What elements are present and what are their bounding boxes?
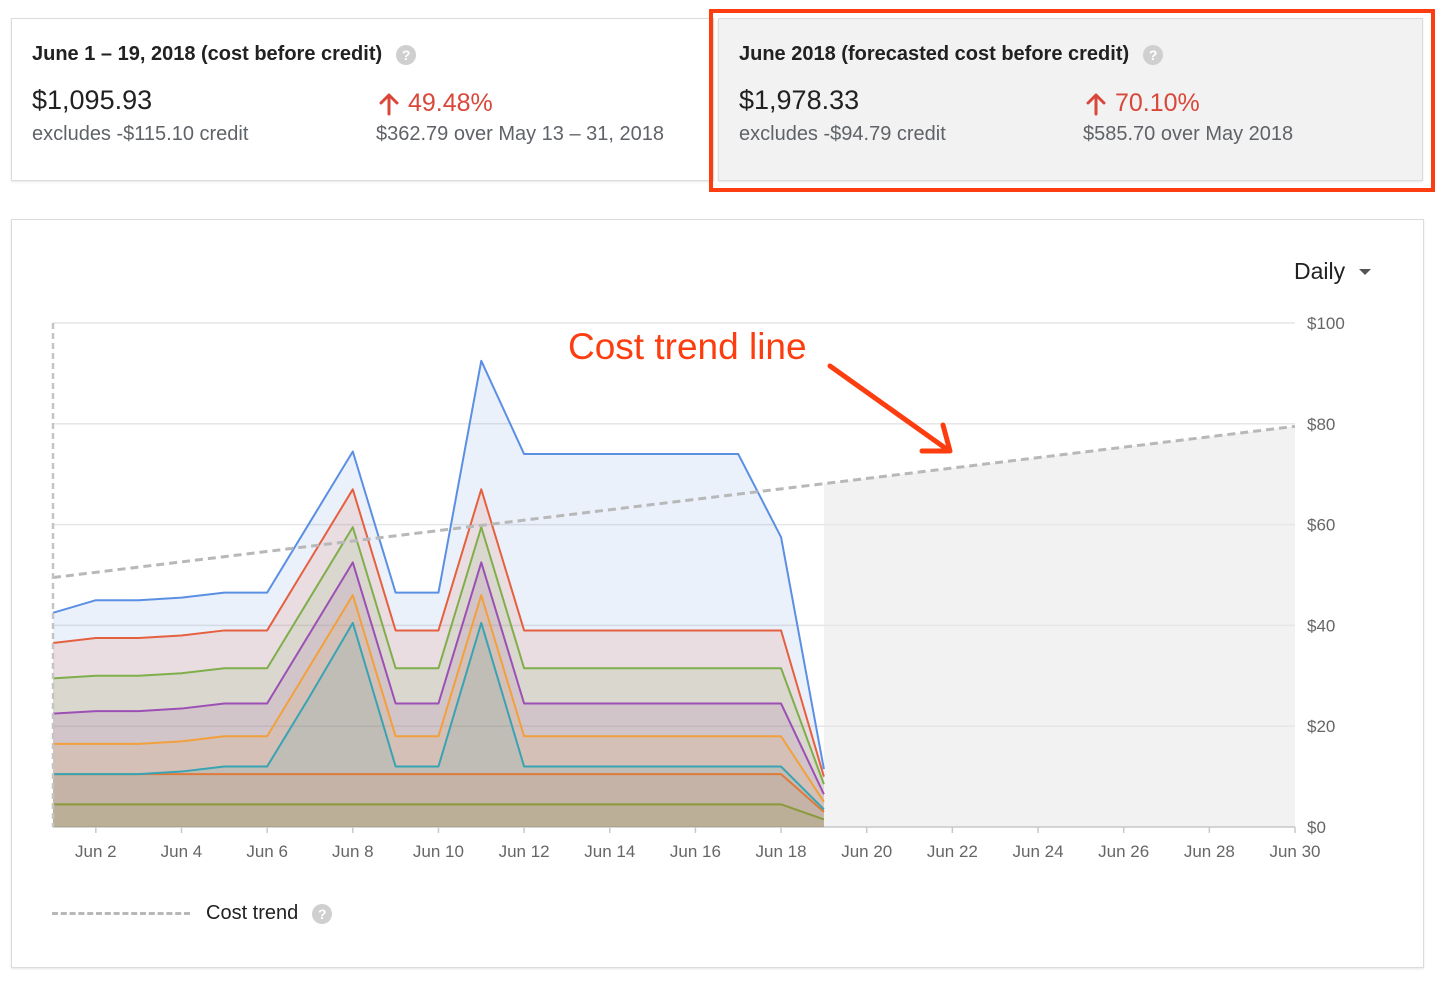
help-icon[interactable]: ? [1143, 44, 1164, 65]
chart-legend: Cost trend ? [52, 902, 333, 925]
change-percent: 70.10% [1085, 89, 1200, 118]
series-line [53, 621, 825, 811]
y-tick-label: $40 [1307, 616, 1335, 635]
card-title: June 2018 (forecasted cost before credit… [739, 43, 1164, 66]
help-icon[interactable]: ? [396, 44, 417, 65]
x-tick-label: Jun 22 [927, 842, 978, 861]
legend-trend-swatch [52, 912, 190, 915]
series-line [52, 561, 825, 795]
forecast-area [823, 426, 1295, 827]
arrow-up-icon [1086, 93, 1106, 115]
series-line [52, 359, 825, 770]
help-icon[interactable]: ? [312, 903, 333, 924]
forecast-summary-card: June 2018 (forecasted cost before credit… [718, 18, 1423, 181]
series-area [53, 804, 824, 827]
y-tick-label: $100 [1307, 314, 1345, 333]
x-tick-label: Jun 10 [413, 842, 464, 861]
card-title: June 1 – 19, 2018 (cost before credit) ? [32, 43, 417, 66]
series-area [53, 360, 824, 827]
x-tick-label: Jun 6 [246, 842, 288, 861]
x-tick-label: Jun 2 [75, 842, 117, 861]
credit-note: excludes -$94.79 credit [739, 123, 946, 145]
cost-amount: $1,095.93 [32, 85, 153, 115]
series-area [53, 595, 824, 827]
x-tick-label: Jun 4 [161, 842, 203, 861]
series-line [52, 488, 825, 777]
trend-line [52, 424, 1296, 580]
series-area [53, 527, 824, 827]
x-tick-label: Jun 26 [1098, 842, 1149, 861]
forecast-amount: $1,978.33 [739, 85, 860, 115]
x-tick-label: Jun 24 [1013, 842, 1064, 861]
x-tick-label: Jun 28 [1184, 842, 1235, 861]
x-tick-label: Jun 12 [499, 842, 550, 861]
chevron-down-icon [1359, 268, 1372, 275]
series-area [53, 622, 824, 827]
y-tick-label: $20 [1307, 717, 1335, 736]
series-line [53, 594, 825, 803]
x-tick-label: Jun 8 [332, 842, 374, 861]
x-tick-label: Jun 18 [756, 842, 807, 861]
credit-note: excludes -$115.10 credit [32, 123, 249, 145]
x-tick-label: Jun 20 [841, 842, 892, 861]
series-area [53, 562, 824, 827]
granularity-dropdown[interactable]: Daily [1294, 258, 1372, 285]
change-percent: 49.48% [378, 89, 493, 118]
arrow-up-icon [379, 93, 399, 115]
series-area [53, 774, 824, 827]
series-area [53, 489, 824, 827]
cost-chart-card: Daily $0 $20 $40 $60 $80 $100 Jun 2 Jun 4 Jun 6 J… [11, 219, 1424, 968]
series-line [53, 773, 825, 813]
y-tick-label: $0 [1307, 818, 1326, 837]
comparison-text: $362.79 over May 13 – 31, 2018 [376, 123, 664, 145]
series-line [53, 803, 825, 821]
y-tick-label: $80 [1307, 415, 1335, 434]
comparison-text: $585.70 over May 2018 [1083, 123, 1294, 145]
cost-summary-card: June 1 – 19, 2018 (cost before credit) ?… [11, 18, 714, 181]
x-tick-label: Jun 30 [1269, 842, 1320, 861]
cost-chart: $0 $20 $40 $60 $80 $100 Jun 2 Jun 4 Jun 6 Jun 8 Ju… [51, 314, 1345, 861]
y-tick-label: $60 [1307, 516, 1335, 535]
series-line [52, 526, 825, 785]
annotation-label: Cost trend line [568, 326, 807, 367]
legend-label: Cost trend [206, 902, 299, 924]
x-tick-label: Jun 16 [670, 842, 721, 861]
x-tick-label: Jun 14 [584, 842, 635, 861]
